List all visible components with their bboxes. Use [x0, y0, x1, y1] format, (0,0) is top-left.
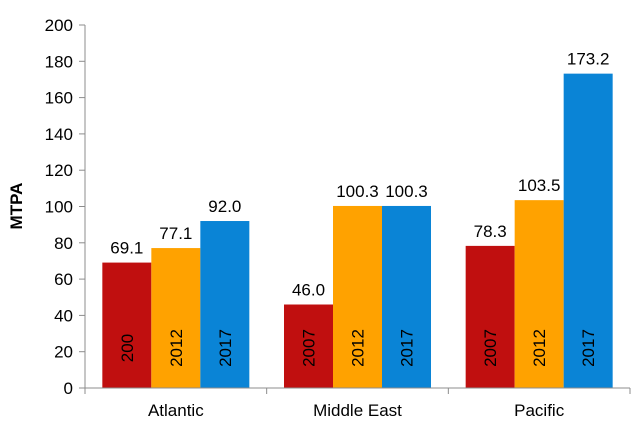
- bar-value-label: 77.1: [159, 224, 192, 243]
- bar-inner-label: 2017: [579, 329, 598, 367]
- bar-value-label: 173.2: [567, 50, 610, 69]
- bar: [102, 262, 152, 388]
- y-tick-label: 100: [45, 198, 73, 217]
- bar-value-label: 100.3: [385, 182, 428, 201]
- bar-inner-label: 2017: [216, 329, 235, 367]
- bar-value-label: 46.0: [292, 281, 325, 300]
- bar: [382, 205, 431, 388]
- y-tick-label: 120: [45, 161, 73, 180]
- bar-inner-label: 2012: [349, 329, 368, 367]
- bar-value-label: 92.0: [208, 197, 241, 216]
- y-tick-label: 140: [45, 125, 73, 144]
- y-axis-ticks: 0 20 40 60 80 100 120 140 160 180 200: [45, 16, 85, 398]
- y-tick-label: 200: [45, 16, 73, 35]
- y-tick-label: 0: [64, 379, 73, 398]
- bar-inner-label: 2012: [167, 329, 186, 367]
- bar: [200, 221, 250, 388]
- bar: [284, 304, 333, 388]
- y-tick-label: 180: [45, 52, 73, 71]
- bar-inner-label: 2017: [398, 329, 417, 367]
- bar-inner-label: 200: [118, 334, 137, 362]
- x-category-label: Atlantic: [148, 401, 204, 420]
- bar-inner-label: 2007: [481, 329, 500, 367]
- bar: [514, 200, 564, 388]
- y-tick-label: 80: [54, 234, 73, 253]
- bar-value-label: 100.3: [336, 182, 379, 201]
- bar: [151, 248, 201, 388]
- axes: [84, 25, 631, 394]
- y-tick-label: 160: [45, 89, 73, 108]
- bar: [465, 245, 515, 388]
- x-category-label: Middle East: [313, 401, 402, 420]
- bar-inner-label: 2012: [530, 329, 549, 367]
- bars: [102, 73, 613, 388]
- y-tick-label: 60: [54, 270, 73, 289]
- y-tick-label: 40: [54, 306, 73, 325]
- bar: [563, 73, 613, 388]
- bar: [333, 205, 382, 388]
- bar-value-label: 78.3: [474, 222, 507, 241]
- x-category-label: Pacific: [514, 401, 565, 420]
- bar-inner-label: 2007: [300, 329, 319, 367]
- y-tick-label: 20: [54, 343, 73, 362]
- bar-value-label: 69.1: [110, 239, 143, 258]
- data-labels: 69.1 200 77.1 2012 92.0 2017 Atlantic 46.0 2007 1…: [110, 50, 609, 420]
- y-axis-title: MTPA: [7, 183, 26, 230]
- bar-value-label: 103.5: [518, 176, 561, 195]
